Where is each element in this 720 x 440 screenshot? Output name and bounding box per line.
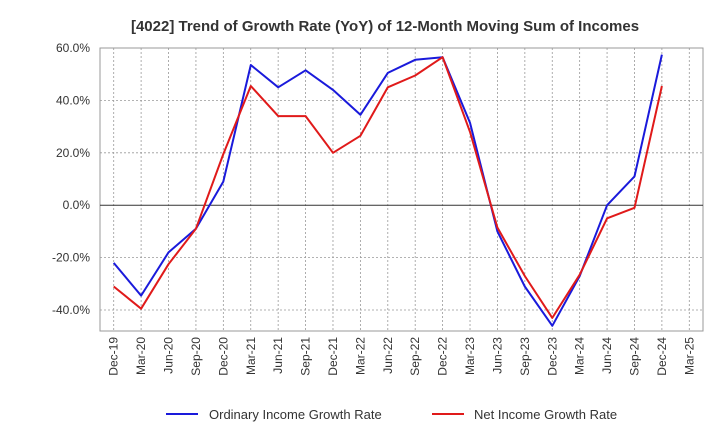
y-axis: 60.0% 40.0% 20.0% 0.0% -20.0% -40.0% [52, 41, 90, 317]
y-tick-label: 40.0% [56, 93, 90, 107]
grid [100, 47, 703, 331]
x-tick-label: Mar-25 [682, 337, 696, 375]
x-tick-label: Dec-22 [436, 337, 450, 376]
series-line [112, 54, 663, 327]
x-tick-label: Sep-20 [189, 337, 203, 376]
x-tick-label: Dec-21 [326, 337, 340, 376]
x-tick-label: Sep-24 [627, 337, 641, 376]
x-tick-label: Mar-22 [353, 337, 367, 375]
x-tick-label: Jun-21 [271, 337, 285, 374]
x-tick-label: Mar-24 [573, 337, 587, 375]
x-tick-label: Mar-20 [134, 337, 148, 375]
x-tick-label: Mar-23 [463, 337, 477, 375]
x-tick-label: Sep-21 [299, 337, 313, 376]
x-tick-label: Jun-20 [162, 337, 176, 374]
x-tick-label: Dec-24 [655, 337, 669, 376]
legend: Ordinary Income Growth Rate Net Income Gr… [166, 407, 617, 422]
x-tick-label: Jun-23 [490, 337, 504, 374]
y-tick-label: -40.0% [52, 303, 90, 317]
x-tick-label: Jun-24 [600, 337, 614, 374]
legend-label: Net Income Growth Rate [474, 407, 617, 422]
x-axis: Dec-19 Mar-20 Jun-20 Sep-20 Dec-20 Mar-21 Jun-… [107, 337, 697, 376]
x-tick-label: Dec-19 [107, 337, 121, 376]
series-group [112, 54, 663, 327]
y-tick-label: -20.0% [52, 251, 90, 265]
chart-title: [4022] Trend of Growth Rate (YoY) of 12-… [131, 18, 639, 35]
y-tick-label: 60.0% [56, 41, 90, 55]
y-tick-label: 0.0% [63, 198, 91, 212]
series-line [113, 56, 663, 319]
plot-area [99, 47, 704, 332]
x-tick-label: Sep-23 [518, 337, 532, 376]
x-tick-label: Jun-22 [381, 337, 395, 374]
x-tick-label: Dec-23 [545, 337, 559, 376]
x-tick-label: Dec-20 [216, 337, 230, 376]
y-tick-label: 20.0% [56, 146, 90, 160]
x-tick-label: Mar-21 [244, 337, 258, 375]
plot-frame [99, 47, 704, 332]
legend-label: Ordinary Income Growth Rate [209, 407, 382, 422]
x-tick-label: Sep-22 [408, 337, 422, 376]
